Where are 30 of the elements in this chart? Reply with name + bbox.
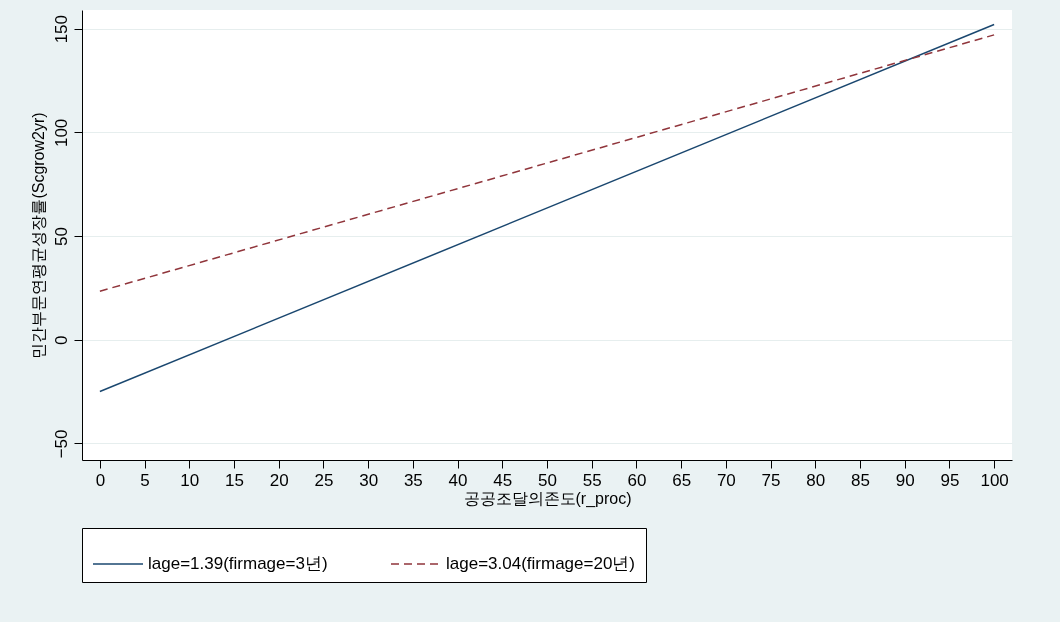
x-tick-label: 85 [851, 470, 870, 490]
x-tick-label: 30 [359, 470, 379, 490]
x-tick-label: 70 [716, 470, 736, 490]
x-tick-label: 75 [761, 470, 781, 490]
x-tick-label: 5 [140, 470, 150, 490]
x-tick-label: 20 [269, 470, 289, 490]
y-tick-label: 50 [51, 227, 71, 246]
x-tick-label: 10 [180, 470, 200, 490]
y-tick-label: 100 [51, 118, 71, 148]
x-tick-label: 45 [493, 470, 513, 490]
x-tick-label: 100 [980, 470, 1009, 490]
legend-label: lage=3.04(firmage=20년) [446, 554, 636, 573]
x-tick-label: 90 [895, 470, 915, 490]
legend-label: lage=1.39(firmage=3년) [148, 554, 328, 573]
x-tick-label: 15 [225, 470, 244, 490]
x-axis-title: 공공조달의존도(r_proc) [463, 489, 632, 508]
y-axis-title: 민간부문연평균성장률(Scgrow2yr) [29, 112, 47, 359]
x-tick-label: 80 [806, 470, 826, 490]
x-tick-label: 55 [582, 470, 602, 490]
y-tick-label: 0 [51, 335, 71, 345]
x-tick-label: 60 [627, 470, 647, 490]
x-tick-label: 0 [95, 470, 106, 490]
x-tick-label: 25 [314, 470, 334, 490]
x-tick-label: 65 [672, 470, 692, 490]
y-tick-label: −50 [51, 429, 71, 459]
x-tick-label: 40 [448, 470, 468, 490]
x-tick-label: 50 [538, 470, 557, 490]
x-tick-label: 95 [940, 470, 960, 490]
x-tick-label: 35 [403, 470, 423, 490]
y-tick-label: 150 [51, 14, 71, 44]
